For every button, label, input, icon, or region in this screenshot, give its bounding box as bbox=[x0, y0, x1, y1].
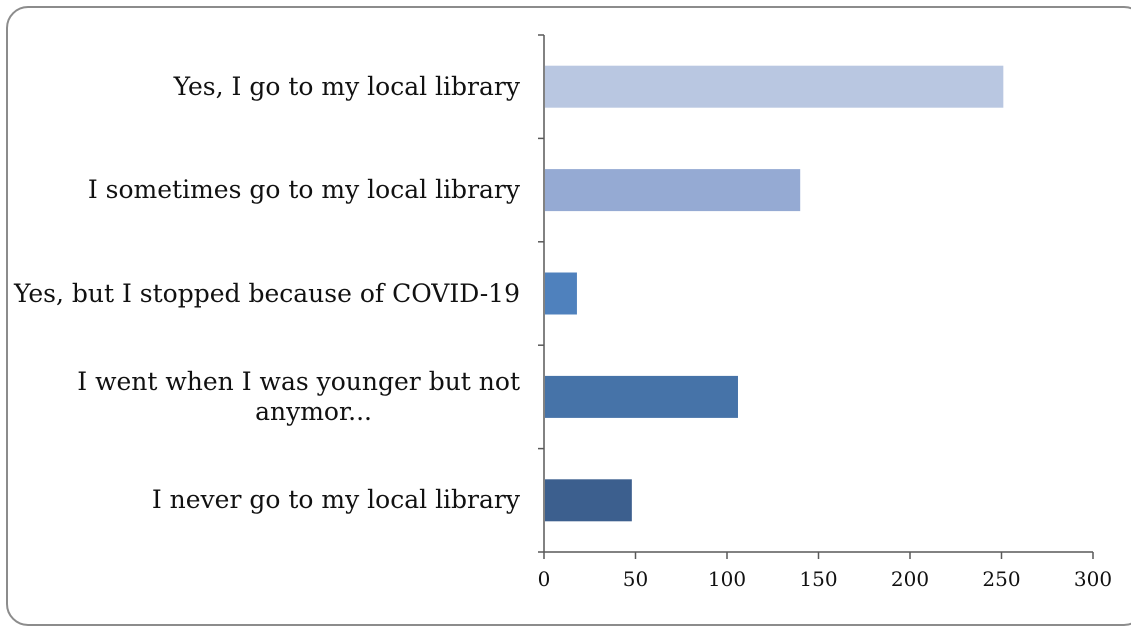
x-tick-label: 300 bbox=[1074, 567, 1112, 591]
x-tick-label: 0 bbox=[538, 567, 551, 591]
chart-frame bbox=[6, 6, 1131, 626]
category-label-line: Yes, but I stopped because of COVID-19 bbox=[14, 278, 520, 308]
bar bbox=[545, 65, 1004, 108]
bar bbox=[545, 479, 632, 522]
category-label: Yes, but I stopped because of COVID-19 bbox=[0, 279, 520, 309]
bar bbox=[545, 375, 738, 418]
x-tick-label: 50 bbox=[623, 567, 648, 591]
category-label: I went when I was younger but not anymor.… bbox=[0, 367, 520, 427]
category-label-line: I never go to my local library bbox=[151, 485, 520, 515]
category-label-line: Yes, I go to my local library bbox=[173, 71, 520, 101]
category-label: I sometimes go to my local library bbox=[0, 175, 520, 205]
category-label: I never go to my local library bbox=[0, 485, 520, 515]
bar bbox=[545, 272, 577, 315]
category-label-line: anymor... bbox=[255, 396, 372, 426]
x-tick-label: 150 bbox=[799, 567, 837, 591]
chart-svg: 0 50 100 150 200 250 300 bbox=[538, 34, 1112, 591]
category-label-line: I went when I was younger but not bbox=[77, 366, 520, 396]
x-tick-label: 200 bbox=[891, 567, 929, 591]
category-label: Yes, I go to my local library bbox=[0, 72, 520, 102]
category-label-line: I sometimes go to my local library bbox=[87, 175, 520, 205]
bar bbox=[545, 169, 801, 212]
x-tick-label: 250 bbox=[982, 567, 1020, 591]
x-tick-label: 100 bbox=[708, 567, 746, 591]
